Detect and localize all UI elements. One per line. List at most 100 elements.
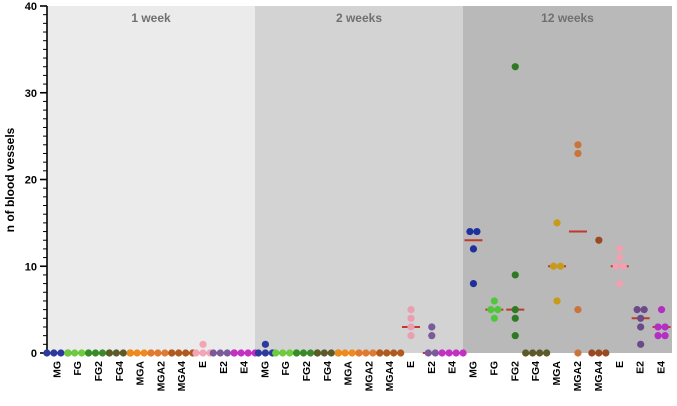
- data-point-12weeks-FG2-5: [511, 332, 519, 340]
- category-label-2weeks-MG: MG: [259, 361, 271, 378]
- data-point-1week-FG2-2: [91, 349, 100, 357]
- data-point-2weeks-E-2: [407, 314, 415, 322]
- data-point-12weeks-FG2-1: [511, 63, 519, 71]
- data-point-12weeks-MG-1: [466, 227, 474, 236]
- data-point-1week-MGA4-3: [182, 349, 190, 357]
- data-point-1week-MG-1: [43, 349, 51, 357]
- data-point-2weeks-E2-1: [428, 323, 436, 331]
- data-point-2weeks-MGA2-1: [355, 349, 363, 357]
- data-point-12weeks-E-3: [612, 262, 620, 270]
- data-point-1week-E2-1: [209, 349, 217, 357]
- data-point-1week-MGA-2: [133, 349, 141, 357]
- data-point-2weeks-FG2-3: [306, 349, 315, 357]
- panel-background-2: [255, 6, 463, 353]
- data-point-12weeks-FG4-3: [536, 349, 544, 357]
- data-point-2weeks-E4-4: [459, 349, 467, 357]
- data-point-2weeks-E4-2: [445, 349, 453, 357]
- data-point-1week-MGA2-1: [147, 349, 155, 357]
- category-labels: 1 week MG FG FG2 FG4 MGA MGA2 MGA4 E E2 E4 2 weeks M…: [51, 11, 667, 391]
- category-label-12weeks-FG4: FG4: [530, 361, 542, 382]
- data-point-2weeks-FG4-2: [320, 349, 328, 357]
- data-point-2weeks-MGA-3: [348, 349, 356, 357]
- data-point-1week-MGA4-1: [168, 349, 176, 357]
- data-point-1week-FG2-1: [84, 349, 93, 357]
- data-point-1week-FG4-3: [119, 349, 127, 357]
- data-point-1week-E-1: [192, 349, 200, 357]
- data-point-1week-MGA2-2: [154, 349, 162, 357]
- data-point-2weeks-MGA4-2: [383, 349, 391, 357]
- category-label-2weeks-MGA4: MGA4: [384, 361, 396, 391]
- data-point-12weeks-MGA-3: [556, 262, 565, 270]
- category-label-1week-FG: FG: [72, 361, 84, 376]
- category-label-1week-MGA2: MGA2: [155, 361, 167, 391]
- data-point-12weeks-MGA2-4: [574, 349, 582, 357]
- category-label-12weeks-MGA4: MGA4: [593, 361, 605, 391]
- data-point-1week-MGA-1: [126, 349, 134, 357]
- data-point-1week-FG2-3: [98, 349, 107, 357]
- data-point-12weeks-E2-4: [637, 323, 645, 331]
- data-point-12weeks-E-1: [616, 245, 624, 253]
- y-axis-title: n of blood vessels: [3, 127, 17, 232]
- data-point-1week-FG4-1: [105, 349, 113, 357]
- data-point-2weeks-E2-3: [424, 349, 432, 357]
- category-label-12weeks-MGA: MGA: [551, 361, 563, 386]
- data-point-12weeks-FG-3: [494, 306, 502, 314]
- data-point-2weeks-MG-4: [261, 340, 269, 348]
- data-point-2weeks-E4-3: [452, 349, 460, 357]
- data-point-12weeks-E2-1: [633, 306, 641, 314]
- data-point-12weeks-MGA-2: [549, 262, 558, 270]
- y-axis: 0 10 20 30 40: [25, 1, 48, 360]
- data-point-12weeks-MGA2-2: [574, 149, 582, 158]
- y-tick-label-40: 40: [25, 1, 37, 13]
- data-point-2weeks-FG-3: [286, 349, 294, 357]
- data-point-2weeks-MG-2: [261, 349, 269, 357]
- data-point-2weeks-FG-1: [272, 349, 280, 357]
- data-point-12weeks-FG-2: [487, 306, 495, 314]
- y-tick-label-20: 20: [25, 175, 37, 187]
- y-tick-label-10: 10: [25, 261, 37, 273]
- data-point-2weeks-FG-2: [279, 349, 287, 357]
- panel-background-3: [463, 6, 672, 353]
- data-point-1week-E-2: [199, 349, 207, 357]
- data-point-12weeks-FG-1: [490, 297, 498, 305]
- data-point-2weeks-E2-4: [431, 349, 439, 357]
- data-point-12weeks-MGA4-1: [595, 236, 603, 244]
- data-point-12weeks-E4-1: [657, 306, 666, 314]
- data-point-1week-MGA2-3: [161, 349, 169, 357]
- panel-backgrounds: [47, 6, 672, 353]
- data-point-12weeks-E-2: [616, 253, 624, 262]
- data-point-2weeks-MGA2-3: [369, 349, 377, 357]
- data-point-12weeks-FG4-2: [529, 349, 537, 357]
- data-point-12weeks-MGA2-3: [574, 306, 582, 314]
- data-point-1week-FG-1: [64, 349, 72, 357]
- category-label-12weeks-E4: E4: [656, 361, 668, 374]
- category-label-12weeks-E: E: [614, 361, 626, 368]
- data-point-12weeks-E4-3: [661, 323, 669, 331]
- data-point-12weeks-E-5: [616, 280, 624, 288]
- data-point-12weeks-MGA4-3: [595, 349, 603, 357]
- data-point-12weeks-E2-3: [637, 314, 645, 322]
- data-point-2weeks-MGA4-4: [397, 349, 405, 357]
- data-point-2weeks-MGA-1: [334, 349, 342, 357]
- category-label-1week-E4: E4: [239, 361, 251, 374]
- category-label-2weeks-E4: E4: [447, 361, 459, 374]
- data-point-2weeks-MG-1: [254, 349, 262, 357]
- data-point-12weeks-MG-3: [469, 245, 478, 253]
- data-point-1week-MGA-3: [140, 349, 148, 357]
- data-point-2weeks-E4-1: [438, 349, 446, 357]
- data-point-12weeks-FG2-2: [511, 271, 519, 279]
- panel-title-2: 2 weeks: [336, 11, 382, 25]
- data-point-12weeks-E4-4: [654, 332, 662, 340]
- data-point-1week-MG-3: [57, 349, 65, 357]
- data-point-12weeks-FG4-1: [522, 349, 530, 357]
- data-point-12weeks-E2-5: [637, 340, 645, 348]
- category-label-2weeks-FG4: FG4: [322, 361, 334, 382]
- data-point-2weeks-E-1: [407, 306, 415, 314]
- data-point-1week-FG-2: [71, 349, 79, 357]
- data-point-1week-E4-1: [230, 349, 238, 357]
- data-point-12weeks-MG-4: [469, 280, 478, 288]
- data-point-12weeks-E2-2: [640, 306, 648, 314]
- data-point-2weeks-MGA4-3: [390, 349, 398, 357]
